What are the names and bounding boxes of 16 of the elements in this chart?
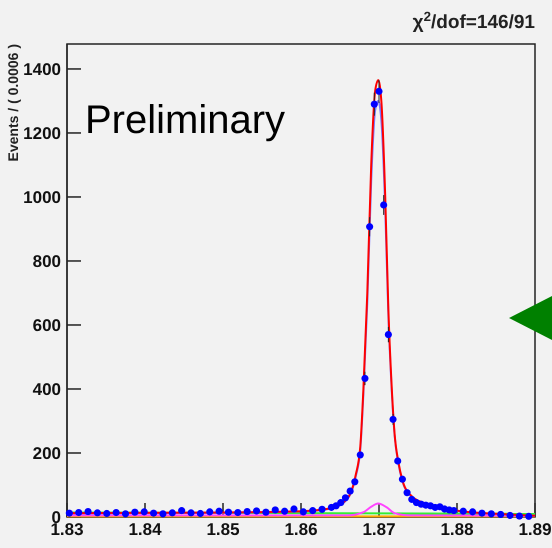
y-tick-label: 1200 [23,124,61,143]
y-tick-label: 400 [32,380,61,399]
y-tick-label: 800 [32,252,61,271]
y-tick-label: 600 [32,316,61,335]
x-tick-label: 1.89 [518,520,552,540]
x-tick-label: 1.88 [440,520,474,540]
annotation: Preliminary [85,98,286,142]
y-tick-label: 1000 [23,188,61,207]
y-axis-title: Events / ( 0.0006 ) [4,44,21,162]
chart-title: χ$^{2}$/dof=146/91 [412,8,536,33]
y-tick-label: 200 [32,444,61,463]
x-tick-label: 1.86 [284,520,318,540]
x-tick-label: 1.87 [362,520,396,540]
x-tick-label: 1.85 [206,520,240,540]
y-tick-label: 1400 [23,60,61,79]
x-tick-label: 1.84 [128,520,162,540]
